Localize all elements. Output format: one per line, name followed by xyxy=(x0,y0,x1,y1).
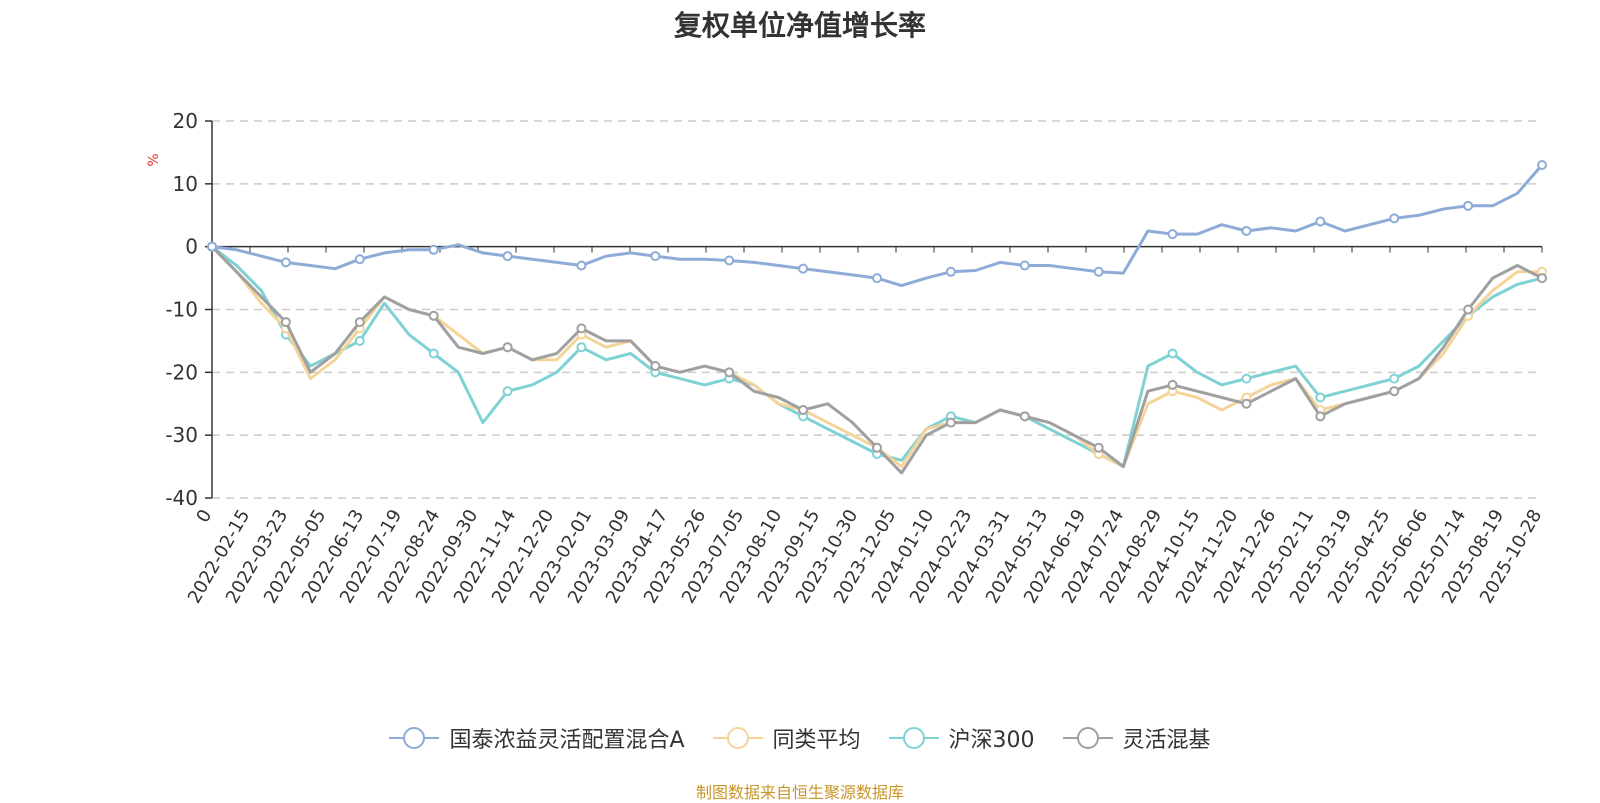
data-point xyxy=(872,273,882,284)
data-point xyxy=(1167,229,1178,240)
data-point xyxy=(502,251,513,262)
data-point xyxy=(798,405,809,416)
data-point xyxy=(1389,386,1400,397)
y-tick-label: 10 xyxy=(173,172,198,196)
data-point xyxy=(1537,273,1547,284)
data-point xyxy=(945,266,956,277)
data-point xyxy=(428,310,439,321)
data-source-note: 制图数据来自恒生聚源数据库 xyxy=(695,783,904,802)
legend-item[interactable]: 同类平均 xyxy=(712,722,861,754)
data-point xyxy=(1463,200,1474,211)
data-point xyxy=(354,317,365,328)
grid-lines xyxy=(212,120,1542,499)
data-point xyxy=(1241,373,1252,384)
data-point xyxy=(1315,411,1326,422)
data-point xyxy=(650,361,661,372)
data-point xyxy=(576,260,587,271)
data-point xyxy=(798,263,809,274)
data-point xyxy=(1389,373,1400,384)
x-axis-ticks: 02022-02-152022-03-232022-05-052022-06-1… xyxy=(184,246,1546,607)
y-axis-unit: % xyxy=(146,153,162,166)
data-point xyxy=(724,367,735,378)
data-point xyxy=(650,251,661,262)
legend-label: 同类平均 xyxy=(772,728,861,753)
data-point xyxy=(1093,442,1104,453)
legend-line-circle-icon xyxy=(888,727,939,749)
series-3 xyxy=(207,241,1547,475)
y-tick-label: 0 xyxy=(185,235,198,259)
x-tick-label: 0 xyxy=(192,506,216,526)
data-point xyxy=(576,342,587,353)
y-tick-label: 20 xyxy=(173,109,198,133)
data-point xyxy=(354,254,365,265)
y-tick-label: -10 xyxy=(165,298,198,322)
data-point xyxy=(354,335,365,346)
data-point xyxy=(428,244,439,255)
data-point xyxy=(1167,348,1178,359)
data-point xyxy=(1093,266,1104,277)
data-point xyxy=(1241,398,1252,409)
data-point xyxy=(1463,304,1474,315)
data-point xyxy=(502,342,513,353)
data-point xyxy=(1167,379,1178,390)
legend-item[interactable]: 灵活混基 xyxy=(1062,722,1211,754)
series-0 xyxy=(207,159,1547,288)
legend-item[interactable]: 沪深300 xyxy=(888,722,1035,754)
data-point xyxy=(576,323,587,334)
y-tick-label: -20 xyxy=(165,360,198,384)
legend-label: 灵活混基 xyxy=(1122,728,1211,753)
series-lines xyxy=(207,159,1547,475)
legend-line-circle-icon xyxy=(712,727,763,749)
chart-title: 复权单位净值增长率 xyxy=(673,9,926,42)
legend-label: 国泰浓益灵活配置混合A xyxy=(449,728,685,753)
legend-line-circle-icon xyxy=(389,727,440,749)
legend-label: 沪深300 xyxy=(948,728,1035,753)
legend-line-circle-icon xyxy=(1062,727,1113,749)
data-point xyxy=(1241,225,1252,236)
data-point xyxy=(1315,216,1326,227)
legend: 国泰浓益灵活配置混合A 同类平均 沪深300 灵活混基 xyxy=(0,722,1600,754)
data-point xyxy=(1019,260,1030,271)
y-axis-ticks: 20 10 0 -10 -20 -30 -40 xyxy=(165,109,212,510)
data-point xyxy=(724,255,735,266)
data-point xyxy=(207,241,217,252)
data-point xyxy=(280,317,291,328)
data-point xyxy=(1019,411,1030,422)
data-point xyxy=(1315,392,1326,403)
y-tick-label: -30 xyxy=(165,423,198,447)
y-tick-label: -40 xyxy=(165,486,198,510)
data-point xyxy=(428,348,439,359)
data-point xyxy=(280,257,291,268)
legend-item[interactable]: 国泰浓益灵活配置混合A xyxy=(389,722,685,754)
data-point xyxy=(1537,159,1547,170)
data-point xyxy=(945,417,956,428)
data-point xyxy=(872,442,882,453)
data-point xyxy=(1389,213,1400,224)
data-point xyxy=(502,386,513,397)
